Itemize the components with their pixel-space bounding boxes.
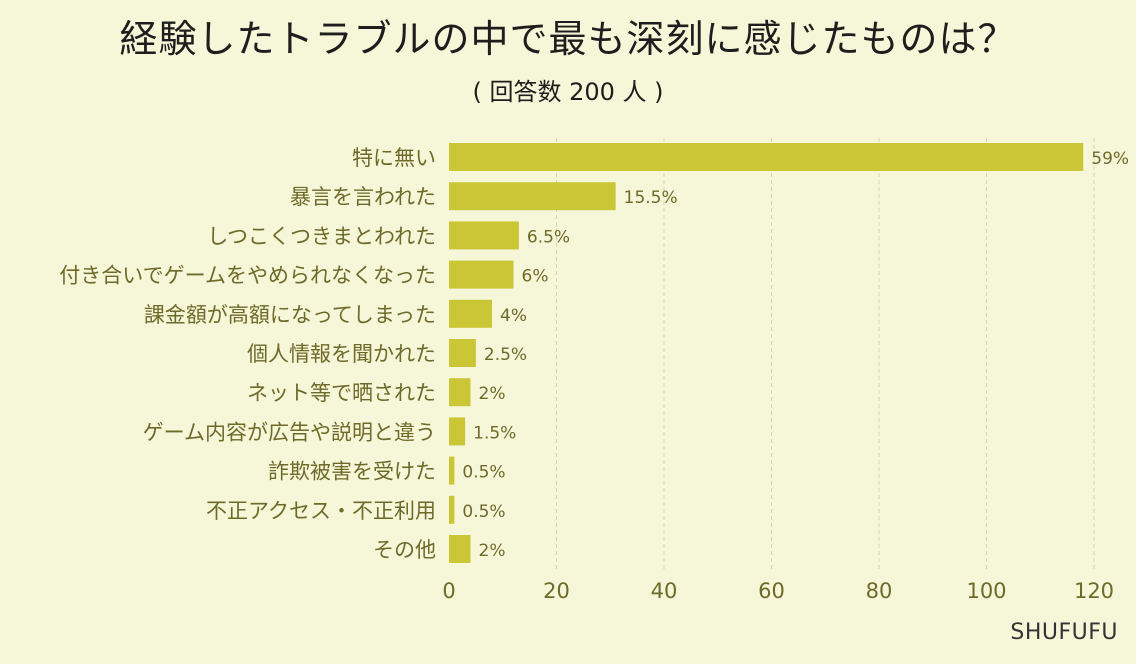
bar [449, 417, 466, 446]
bar [449, 299, 492, 328]
value-label: 6% [522, 267, 549, 287]
bar [449, 495, 455, 524]
x-tick-label: 0 [442, 579, 455, 603]
category-label: 付き合いでゲームをやめられなくなった [59, 264, 436, 288]
bar [449, 378, 471, 407]
bar [449, 182, 616, 211]
chart-subtitle: ( 回答数 200 人 ) [472, 78, 664, 106]
category-labels: 特に無い暴言を言われたしつこくつきまとわれた付き合いでゲームをやめられなくなった… [59, 146, 436, 562]
x-tick-label: 40 [651, 579, 678, 603]
x-tick-label: 100 [966, 579, 1006, 603]
value-label: 2% [479, 384, 506, 404]
bar [449, 339, 476, 367]
chart-title: 経験したトラブルの中で最も深刻に感じたものは？ [119, 17, 1017, 61]
category-label: 特に無い [352, 146, 436, 170]
bar [449, 535, 471, 563]
x-tick-label: 20 [543, 579, 570, 603]
value-label: 6.5% [527, 227, 570, 247]
bar [449, 456, 455, 485]
value-label: 4% [500, 306, 527, 326]
value-label: 2% [479, 541, 506, 561]
bar [449, 143, 1084, 171]
value-label: 15.5% [624, 188, 678, 208]
x-tick-label: 60 [758, 579, 785, 603]
value-label: 0.5% [462, 502, 505, 522]
brand-logo-text: SHUFUFU [1010, 620, 1118, 645]
category-label: 課金額が高額になってしまった [144, 303, 436, 327]
value-label: 1.5% [473, 423, 516, 443]
value-label: 2.5% [484, 345, 527, 365]
bars [449, 143, 1084, 563]
value-labels: 59% 15.5% 6.5% 6% 4% 2.5% 2% 1.5% 0.5% 0.5% 2% [462, 149, 1129, 561]
category-label: ネット等で晒された [247, 381, 436, 405]
value-label: 0.5% [462, 463, 505, 483]
bar [449, 260, 514, 289]
category-label: 不正アクセス・不正利用 [206, 499, 436, 523]
category-label: その他 [373, 538, 436, 562]
bar [449, 221, 519, 250]
x-tick-label: 80 [866, 579, 893, 603]
category-label: しつこくつきまとわれた [207, 224, 436, 248]
category-label: ゲーム内容が広告や説明と違う [143, 420, 436, 444]
value-label: 59% [1091, 149, 1129, 169]
x-axis-ticks: 0 20 40 60 80 100 120 [442, 579, 1114, 603]
category-label: 個人情報を聞かれた [247, 342, 436, 366]
category-label: 詐欺被害を受けた [268, 460, 436, 484]
category-label: 暴言を言われた [290, 185, 436, 209]
x-tick-label: 120 [1074, 579, 1114, 603]
